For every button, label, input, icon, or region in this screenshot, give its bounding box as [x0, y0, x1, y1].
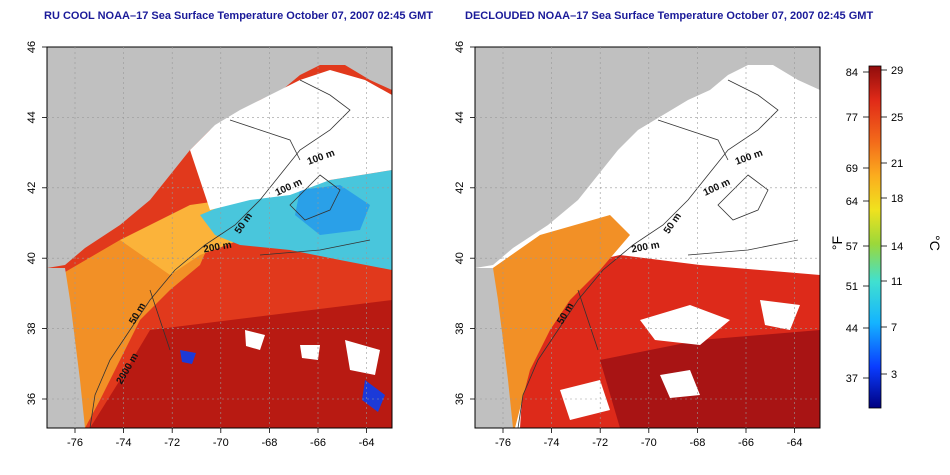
land-coast-south [47, 268, 85, 428]
y-tick-label: 44 [26, 111, 38, 123]
y-tick-label: 38 [454, 322, 466, 334]
celsius-tick-label: 18 [891, 193, 903, 205]
x-tick-label: -76 [495, 437, 511, 449]
celsius-tick-label: 14 [891, 241, 903, 253]
colorbar-ticks: 84 77 69 64 57 51 44 37 29 25 21 18 14 11 7 3 [846, 65, 904, 385]
fahrenheit-tick-label: 37 [846, 373, 858, 385]
y-tick-label: 42 [454, 182, 466, 194]
land-coast-south [475, 268, 513, 428]
celsius-label: °C [927, 235, 943, 251]
fahrenheit-tick-label: 51 [846, 281, 858, 293]
x-tick-label: -66 [738, 437, 754, 449]
warm-gulf-stream-region [90, 300, 392, 428]
fahrenheit-tick-label: 64 [846, 196, 858, 208]
x-tick-label: -70 [641, 437, 657, 449]
land-mass [475, 47, 820, 268]
y-tick-label: 46 [26, 41, 38, 53]
y-tick-label: 38 [26, 322, 38, 334]
x-tick-label: -72 [164, 437, 180, 449]
celsius-tick-label: 25 [891, 112, 903, 124]
fahrenheit-tick-label: 44 [846, 323, 858, 335]
right-map-frame [474, 46, 821, 429]
celsius-tick-label: 29 [891, 65, 903, 77]
fahrenheit-label: °F [829, 236, 845, 250]
x-tick-label: -70 [213, 437, 229, 449]
celsius-tick-label: 11 [891, 276, 902, 288]
contour-label: 200 m [203, 240, 233, 256]
left-map-title: RU COOL NOAA–17 Sea Surface Temperature … [44, 10, 434, 22]
x-tick-label: -68 [261, 437, 277, 449]
x-tick-label: -76 [67, 437, 83, 449]
fahrenheit-tick-label: 69 [846, 163, 858, 175]
depth-contour-lines [517, 79, 799, 428]
y-tick-label: 40 [454, 252, 466, 264]
x-tick-label: -72 [592, 437, 608, 449]
contour-label: 200 m [631, 240, 661, 256]
y-tick-label: 46 [454, 41, 466, 53]
y-tick-label: 36 [454, 393, 466, 405]
y-tick-label: 42 [26, 182, 38, 194]
right-map-title: DECLOUDED NOAA–17 Sea Surface Temperatur… [465, 10, 874, 22]
cold-water-patches [295, 185, 370, 235]
right-map-axes: -76 -74 -72 -70 -68 -66 -64 46 44 42 40 38 36 [454, 41, 820, 449]
cloud-holes [560, 300, 800, 420]
land-mass [47, 47, 392, 268]
celsius-tick-label: 3 [891, 369, 897, 381]
depth-contour-lines [89, 79, 371, 428]
y-tick-label: 44 [454, 111, 466, 123]
x-tick-label: -66 [310, 437, 326, 449]
x-tick-label: -64 [359, 437, 375, 449]
y-tick-label: 40 [26, 252, 38, 264]
hot-gulf-stream-region [600, 330, 820, 428]
x-tick-label: -74 [544, 437, 560, 449]
cool-shelf-water [490, 215, 630, 428]
celsius-tick-label: 21 [891, 158, 903, 170]
cloud-patches [245, 330, 380, 375]
colorbar [868, 65, 882, 409]
x-tick-label: -74 [116, 437, 132, 449]
cloud-gulf-of-maine [190, 70, 392, 210]
celsius-tick-label: 7 [891, 322, 897, 334]
left-map-axes: -76 -74 -72 -70 -68 -66 -64 46 44 42 40 38 36 [26, 41, 392, 449]
fahrenheit-tick-label: 77 [846, 112, 858, 124]
fahrenheit-tick-label: 57 [846, 241, 858, 253]
left-map-frame [46, 46, 393, 429]
x-tick-label: -68 [689, 437, 705, 449]
fahrenheit-tick-label: 84 [846, 67, 858, 79]
x-tick-label: -64 [787, 437, 803, 449]
y-tick-label: 36 [26, 393, 38, 405]
